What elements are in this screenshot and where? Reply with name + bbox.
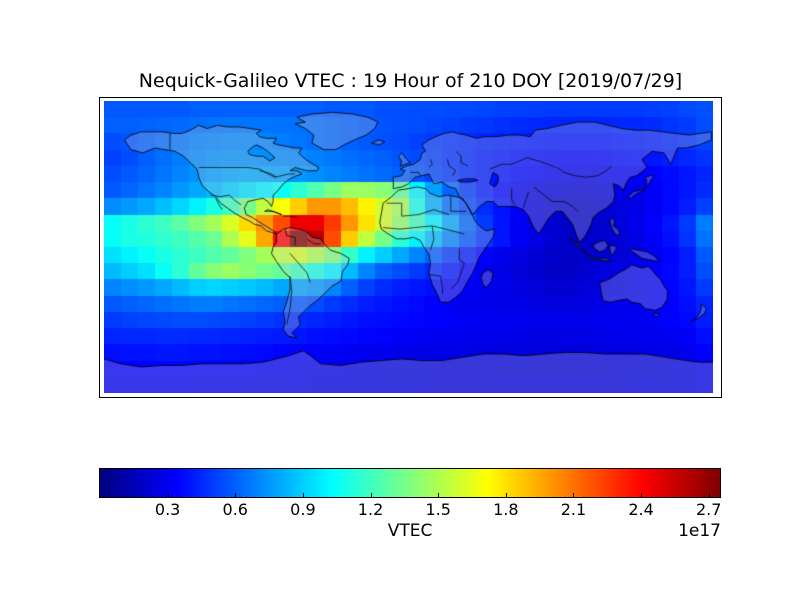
colorbar-tick-labels: 0.3 0.6 0.9 1.2 1.5 1.8 2.1 2.4 2.7 <box>99 500 722 519</box>
colorbar-tick <box>573 493 575 497</box>
colorbar-tick <box>438 493 440 497</box>
colorbar-axis-label: VTEC <box>387 521 433 541</box>
colorbar-tick-label: 0.9 <box>290 500 316 519</box>
chart-title: Nequick-Galileo VTEC : 19 Hour of 210 DO… <box>138 70 683 92</box>
colorbar-tick-label: 0.3 <box>154 500 181 519</box>
colorbar-tick-label: 2.4 <box>628 500 654 519</box>
colorbar-tick <box>505 493 507 497</box>
colorbar-tick <box>370 493 372 497</box>
colorbar-tick <box>708 493 710 497</box>
colorbar-tick <box>302 493 304 497</box>
colorbar-tick <box>167 493 169 497</box>
colorbar-tick-label: 2.1 <box>560 500 587 519</box>
colorbar-tick-label: 2.7 <box>695 500 722 519</box>
colorbar <box>99 468 721 498</box>
map-frame <box>99 97 722 398</box>
colorbar-tick <box>235 493 237 497</box>
colorbar-tick-label: 1.8 <box>493 500 519 519</box>
colorbar-tick-label: 0.6 <box>222 500 248 519</box>
colorbar-tick-label: 1.2 <box>357 500 384 519</box>
colorbar-tick-label: 1.5 <box>425 500 451 519</box>
colorbar-tick <box>641 493 643 497</box>
world-vtec-heatmap-canvas <box>104 101 713 393</box>
colorbar-offset-label: 1e17 <box>678 521 721 541</box>
